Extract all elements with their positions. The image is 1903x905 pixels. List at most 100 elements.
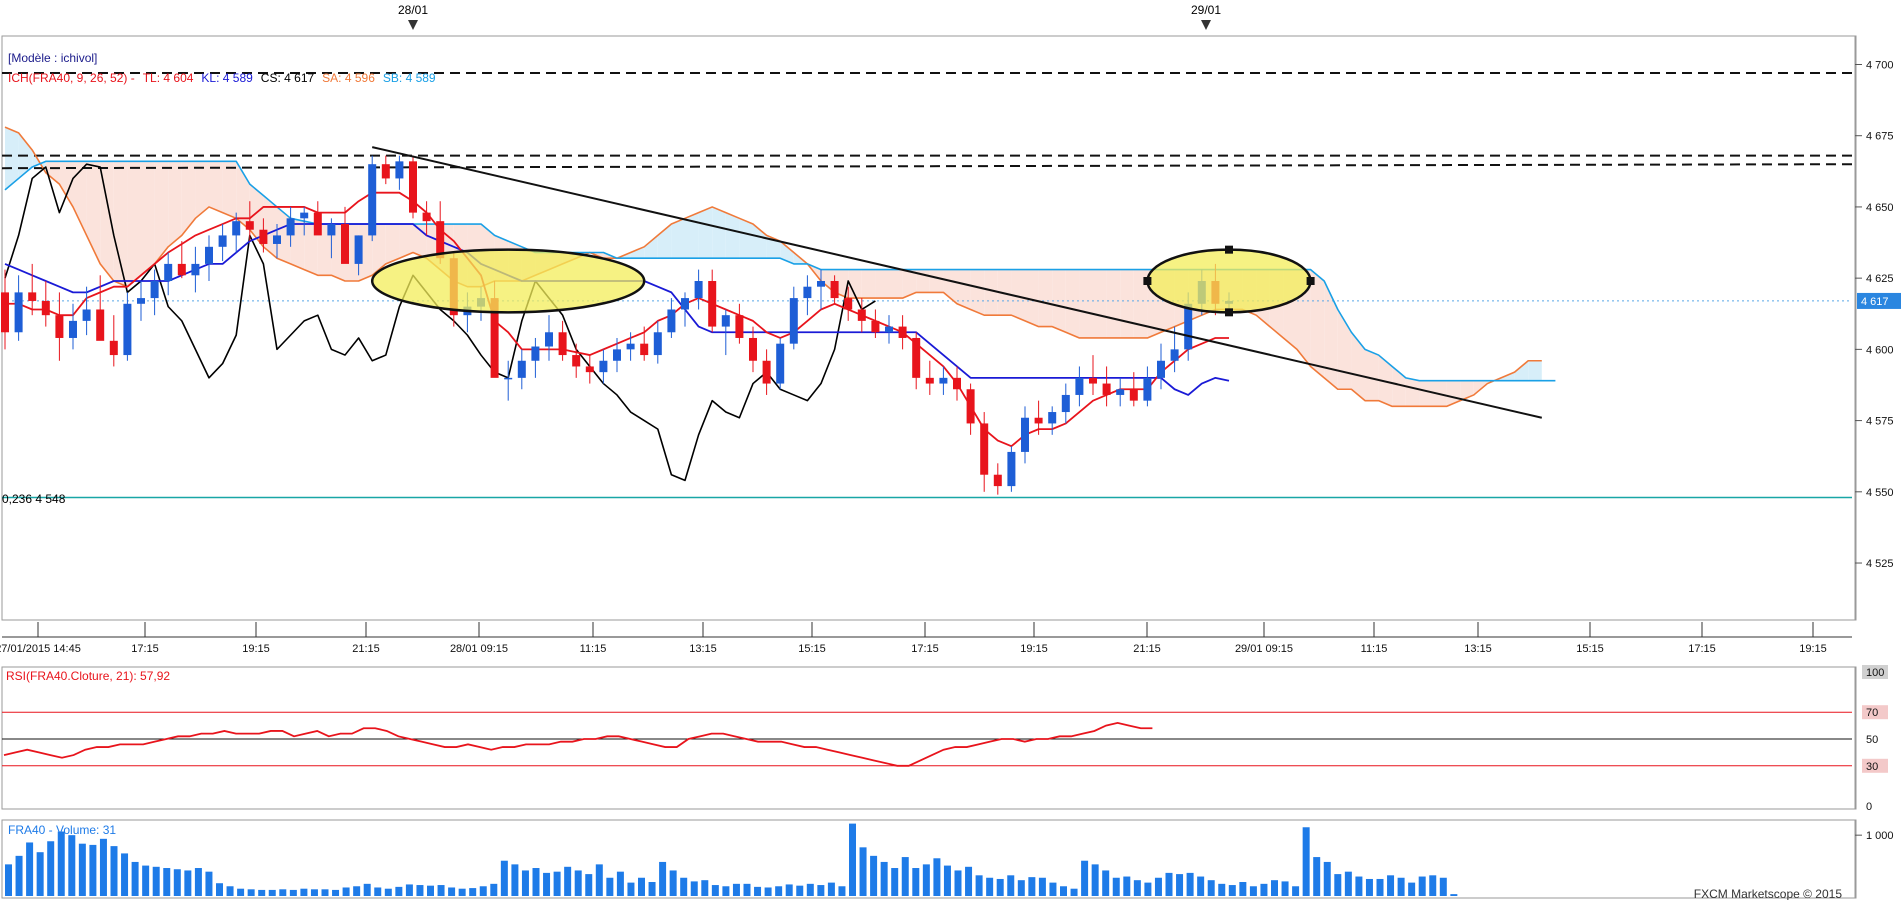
volume-bar[interactable]	[289, 889, 297, 896]
volume-bar[interactable]	[922, 864, 930, 896]
candle[interactable]	[164, 263, 173, 281]
volume-bar[interactable]	[965, 866, 973, 896]
candle[interactable]	[898, 326, 907, 338]
candle[interactable]	[517, 360, 526, 378]
volume-bar[interactable]	[680, 877, 688, 896]
volume-bar[interactable]	[110, 846, 118, 896]
volume-bar[interactable]	[237, 888, 245, 896]
volume-bar[interactable]	[310, 889, 318, 896]
candle[interactable]	[232, 221, 241, 236]
candle[interactable]	[681, 298, 689, 310]
downtrend-line[interactable]	[371, 146, 1543, 419]
candle[interactable]	[177, 263, 186, 276]
candle[interactable]	[844, 298, 853, 310]
candle[interactable]	[137, 298, 145, 304]
volume-bar[interactable]	[553, 871, 561, 896]
volume-bar[interactable]	[595, 864, 603, 896]
volume-bar[interactable]	[711, 885, 719, 896]
volume-bar[interactable]	[1302, 827, 1310, 896]
volume-bar[interactable]	[891, 868, 899, 896]
volume-bar[interactable]	[975, 875, 983, 896]
candle[interactable]	[585, 366, 594, 373]
candle[interactable]	[939, 377, 948, 384]
volume-bar[interactable]	[1334, 874, 1342, 896]
candle[interactable]	[273, 235, 281, 244]
volume-bar[interactable]	[163, 868, 171, 896]
candle[interactable]	[300, 212, 309, 219]
volume-bar[interactable]	[954, 870, 962, 896]
volume-bar[interactable]	[363, 883, 371, 896]
volume-bar[interactable]	[1007, 875, 1015, 896]
volume-bar[interactable]	[99, 838, 107, 896]
candle[interactable]	[1116, 389, 1125, 395]
volume-bar[interactable]	[1049, 882, 1057, 896]
selection-handle[interactable]	[1306, 276, 1315, 285]
volume-bar[interactable]	[300, 888, 308, 896]
candle[interactable]	[953, 377, 961, 390]
volume-bar[interactable]	[1186, 872, 1194, 896]
volume-bar[interactable]	[1439, 877, 1447, 896]
candle[interactable]	[41, 300, 50, 316]
candle[interactable]	[803, 286, 812, 299]
volume-bar[interactable]	[743, 883, 751, 896]
volume-bar[interactable]	[1387, 875, 1395, 896]
volume-bar[interactable]	[616, 871, 624, 896]
candle[interactable]	[640, 343, 649, 356]
candle[interactable]	[1048, 412, 1057, 424]
volume-bar[interactable]	[648, 882, 656, 896]
candle[interactable]	[735, 315, 744, 338]
volume-bar[interactable]	[1123, 876, 1131, 896]
volume-bar[interactable]	[416, 885, 424, 896]
candle[interactable]	[368, 164, 377, 236]
volume-bar[interactable]	[448, 887, 456, 896]
volume-bar[interactable]	[785, 884, 793, 896]
candle[interactable]	[327, 224, 336, 236]
candle[interactable]	[409, 161, 417, 213]
candle[interactable]	[1007, 451, 1016, 487]
volume-bar[interactable]	[606, 877, 614, 896]
volume-bar[interactable]	[1197, 876, 1205, 896]
volume-bar[interactable]	[1112, 877, 1120, 896]
candle[interactable]	[1102, 383, 1111, 395]
volume-bar[interactable]	[1218, 883, 1226, 896]
volume-bar[interactable]	[1081, 860, 1089, 896]
candle[interactable]	[572, 355, 581, 367]
volume-bar[interactable]	[437, 885, 445, 896]
volume-bar[interactable]	[627, 882, 635, 896]
volume-bar[interactable]	[585, 874, 593, 896]
volume-bar[interactable]	[912, 868, 920, 896]
volume-bar[interactable]	[806, 883, 814, 896]
candle[interactable]	[1129, 389, 1138, 401]
volume-bar[interactable]	[1102, 870, 1110, 896]
candle[interactable]	[1170, 349, 1179, 361]
candle[interactable]	[925, 377, 934, 384]
volume-bar[interactable]	[479, 886, 487, 896]
volume-bar[interactable]	[47, 841, 55, 896]
candle[interactable]	[205, 246, 213, 264]
volume-bar[interactable]	[1176, 874, 1184, 896]
candle[interactable]	[490, 298, 499, 378]
candle[interactable]	[422, 212, 431, 222]
candle[interactable]	[857, 309, 866, 321]
volume-bar[interactable]	[1376, 878, 1384, 896]
volume-bar[interactable]	[205, 871, 213, 896]
volume-bar[interactable]	[1239, 882, 1247, 896]
volume-bar[interactable]	[1091, 864, 1099, 896]
volume-bar[interactable]	[564, 866, 572, 896]
candle[interactable]	[558, 332, 567, 356]
candle[interactable]	[545, 332, 553, 347]
volume-bar[interactable]	[1292, 886, 1300, 896]
volume-bar[interactable]	[880, 861, 888, 896]
volume-bar[interactable]	[1323, 861, 1331, 896]
candle[interactable]	[150, 280, 159, 299]
volume-bar[interactable]	[15, 855, 23, 896]
selection-handle[interactable]	[1143, 276, 1152, 285]
volume-bar[interactable]	[500, 860, 508, 896]
volume-bar[interactable]	[690, 881, 698, 896]
volume-bar[interactable]	[849, 823, 856, 896]
volume-bar[interactable]	[732, 883, 740, 896]
volume-bar[interactable]	[121, 853, 129, 896]
candle[interactable]	[55, 315, 64, 338]
candle[interactable]	[626, 343, 635, 350]
